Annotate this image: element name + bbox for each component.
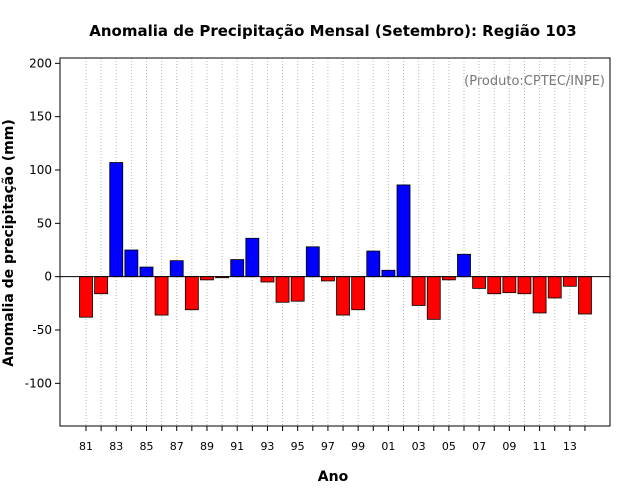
y-tick-label: 50 [37,216,52,230]
x-tick-label: 99 [351,440,365,453]
x-tick-label: 01 [381,440,395,453]
bar-1992 [245,237,260,278]
x-tick-label: 93 [260,440,274,453]
bar-1985 [139,266,154,278]
source-note: (Produto:CPTEC/INPE) [464,74,605,89]
bar-2012 [547,276,562,299]
bar-2004 [426,276,441,320]
bar-1982 [94,276,109,295]
y-tick-label: 150 [29,110,52,124]
y-tick-label: -50 [32,323,52,337]
x-tick-label: 87 [170,440,184,453]
x-tick-label: 07 [472,440,486,453]
x-tick-label: 85 [139,440,153,453]
x-tick-label: 81 [79,440,93,453]
bar-2010 [517,276,532,295]
x-tick-label: 97 [321,440,335,453]
y-tick-label: 100 [29,163,52,177]
x-tick-label: 09 [502,440,516,453]
x-tick-label: 89 [200,440,214,453]
bar-1987 [169,260,184,278]
bar-1995 [290,276,305,302]
bar-1997 [321,276,335,282]
bar-1998 [336,276,350,316]
bar-1994 [275,276,290,303]
y-tick-label: 200 [29,56,52,70]
bar-2013 [562,276,577,287]
x-tick-label: 11 [533,440,547,453]
y-tick-label: 0 [44,270,52,284]
bar-1996 [305,246,320,278]
chart-title: Anomalia de Precipitação Mensal (Setembr… [89,22,577,40]
x-tick-label: 95 [291,440,305,453]
bar-1991 [230,259,245,278]
bar-1999 [351,276,366,311]
x-tick-label: 13 [563,440,577,453]
bar-2014 [578,276,592,315]
bar-2007 [472,276,487,289]
bars [79,162,592,320]
x-tick-label: 91 [230,440,244,453]
grid-lines [85,58,586,426]
bar-2003 [411,276,426,306]
bar-2009 [502,276,517,294]
bar-2002 [396,184,411,278]
bar-1986 [154,276,169,316]
bar-1988 [184,276,199,311]
y-axis-label: Anomalia de precipitação (mm) [1,119,17,366]
bar-2000 [366,250,381,278]
bar-1983 [109,162,124,278]
bar-2006 [457,253,471,278]
bar-1984 [124,249,139,278]
bar-1981 [79,276,93,318]
bar-2008 [487,276,502,295]
plot-frame [59,57,611,427]
x-tick-label: 05 [442,440,456,453]
bar-2011 [532,276,547,314]
bar-1993 [260,276,275,283]
y-tick-label: -100 [25,376,52,390]
x-tick-label: 83 [109,440,123,453]
x-axis-label: Ano [318,469,349,485]
x-tick-label: 03 [412,440,426,453]
bar-2001 [381,269,396,278]
